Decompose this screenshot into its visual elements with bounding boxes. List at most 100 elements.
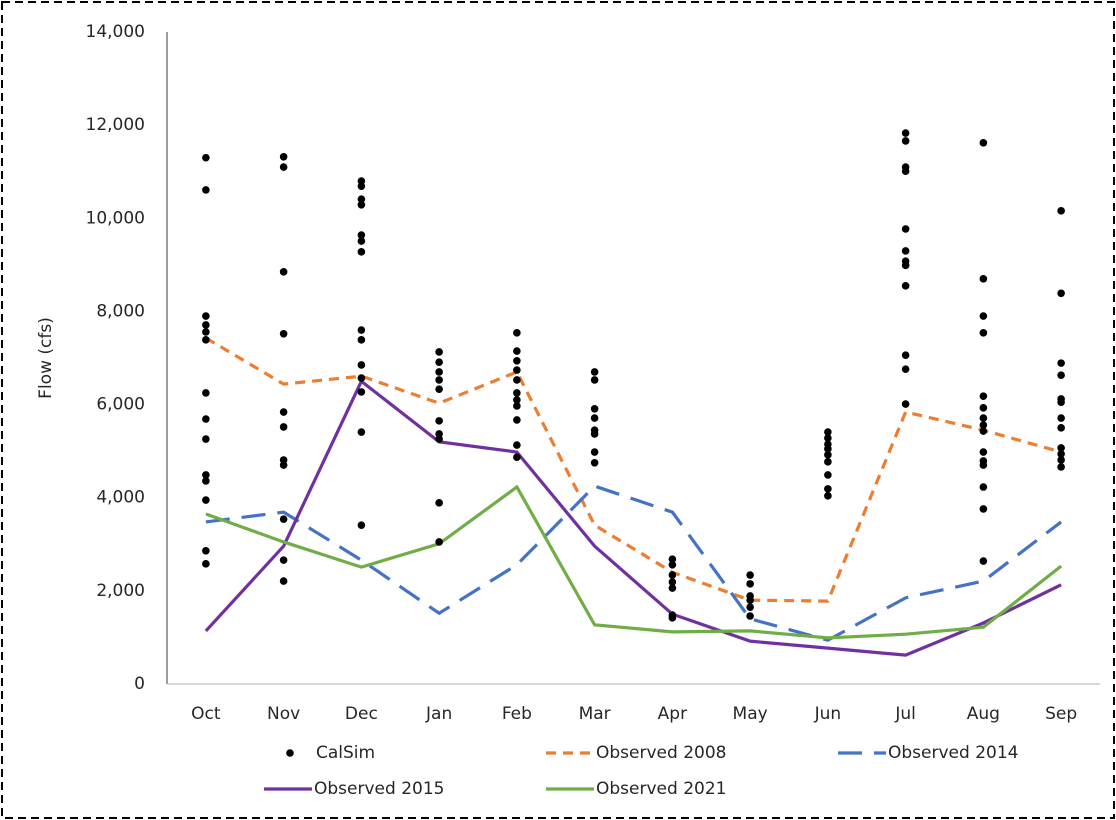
scatter-point — [202, 471, 210, 479]
scatter-point — [279, 577, 288, 585]
scatter-point — [901, 400, 910, 408]
scatter-point — [435, 358, 443, 366]
scatter-point — [824, 428, 832, 436]
scatter-point — [435, 417, 443, 425]
scatter-point — [435, 538, 443, 546]
scatter-point — [1057, 456, 1065, 464]
scatter-point — [979, 312, 988, 320]
scatter-point — [979, 461, 988, 469]
scatter-point — [901, 225, 910, 233]
scatter-point — [746, 603, 754, 611]
legend-label: CalSim — [316, 743, 375, 763]
scatter-point — [279, 163, 288, 171]
y-tick-label: 8,000 — [96, 301, 145, 321]
scatter-point — [824, 492, 832, 500]
scatter-point — [901, 261, 910, 270]
scatter-point — [202, 560, 210, 568]
scatter-point — [901, 247, 910, 255]
scatter-point — [901, 365, 910, 373]
scatter-point — [357, 326, 366, 334]
scatter-point — [202, 547, 210, 555]
scatter-point — [590, 458, 599, 467]
scatter-point — [435, 368, 443, 376]
x-tick-label: Aug — [967, 704, 1000, 724]
x-tick-label: Oct — [191, 704, 221, 724]
scatter-point — [435, 348, 443, 356]
scatter-point — [1057, 289, 1065, 298]
scatter-point — [979, 329, 988, 337]
scatter-point — [1057, 463, 1065, 471]
scatter-point — [979, 505, 988, 513]
y-tick-label: 6,000 — [96, 395, 145, 415]
scatter-point — [979, 275, 988, 283]
legend-marker — [286, 749, 294, 757]
x-tick-label: Jun — [814, 704, 842, 724]
scatter-point — [668, 555, 677, 563]
scatter-point — [979, 421, 988, 429]
scatter-point — [202, 328, 210, 336]
y-axis-label: Flow (cfs) — [36, 317, 56, 399]
scatter-point — [279, 423, 288, 431]
scatter-point — [979, 404, 988, 412]
scatter-point — [357, 428, 366, 436]
scatter-point — [1057, 398, 1065, 407]
scatter-point — [513, 441, 521, 449]
scatter-point — [746, 580, 754, 588]
scatter-point — [668, 560, 677, 569]
scatter-point — [979, 427, 988, 435]
legend-label: Observed 2014 — [888, 743, 1018, 763]
scatter-point — [435, 385, 443, 394]
scatter-point — [824, 485, 832, 493]
scatter-point — [202, 415, 210, 423]
legend-label: Observed 2008 — [596, 743, 726, 763]
scatter-point — [979, 414, 988, 422]
scatter-point — [202, 186, 210, 194]
scatter-point — [279, 329, 288, 338]
scatter-point — [357, 182, 366, 190]
scatter-point — [513, 402, 521, 410]
x-tick-label: Dec — [345, 704, 378, 724]
scatter-point — [513, 396, 521, 404]
scatter-point — [668, 584, 677, 592]
scatter-point — [279, 268, 288, 276]
scatter-point — [901, 137, 910, 145]
scatter-point — [824, 458, 832, 466]
scatter-point — [1057, 424, 1065, 432]
scatter-point — [357, 231, 366, 239]
scatter-point — [279, 408, 288, 416]
x-tick-label: Jan — [425, 704, 452, 724]
scatter-point — [824, 451, 832, 459]
scatter-point — [513, 329, 521, 337]
scatter-point — [746, 612, 754, 620]
scatter-point — [513, 347, 521, 355]
scatter-point — [513, 453, 521, 461]
scatter-point — [279, 461, 288, 469]
scatter-point — [357, 237, 366, 245]
x-tick-label: Feb — [502, 704, 532, 724]
scatter-point — [901, 167, 910, 176]
scatter-point — [590, 376, 599, 384]
y-tick-label: 10,000 — [86, 208, 145, 228]
scatter-point — [901, 351, 910, 360]
scatter-point — [1057, 414, 1065, 422]
scatter-point — [979, 139, 988, 147]
scatter-point — [513, 376, 521, 384]
scatter-point — [357, 195, 366, 203]
scatter-point — [668, 571, 677, 579]
scatter-point — [202, 321, 210, 329]
scatter-point — [824, 434, 832, 442]
scatter-point — [746, 571, 754, 579]
scatter-point — [357, 336, 366, 344]
scatter-point — [590, 448, 599, 456]
scatter-point — [202, 153, 210, 162]
scatter-point — [435, 435, 443, 443]
x-tick-label: Sep — [1045, 704, 1077, 724]
scatter-point — [202, 435, 210, 443]
scatter-point — [279, 153, 288, 161]
scatter-point — [824, 471, 832, 479]
scatter-point — [979, 392, 988, 400]
scatter-point — [979, 557, 988, 565]
scatter-point — [202, 389, 210, 397]
